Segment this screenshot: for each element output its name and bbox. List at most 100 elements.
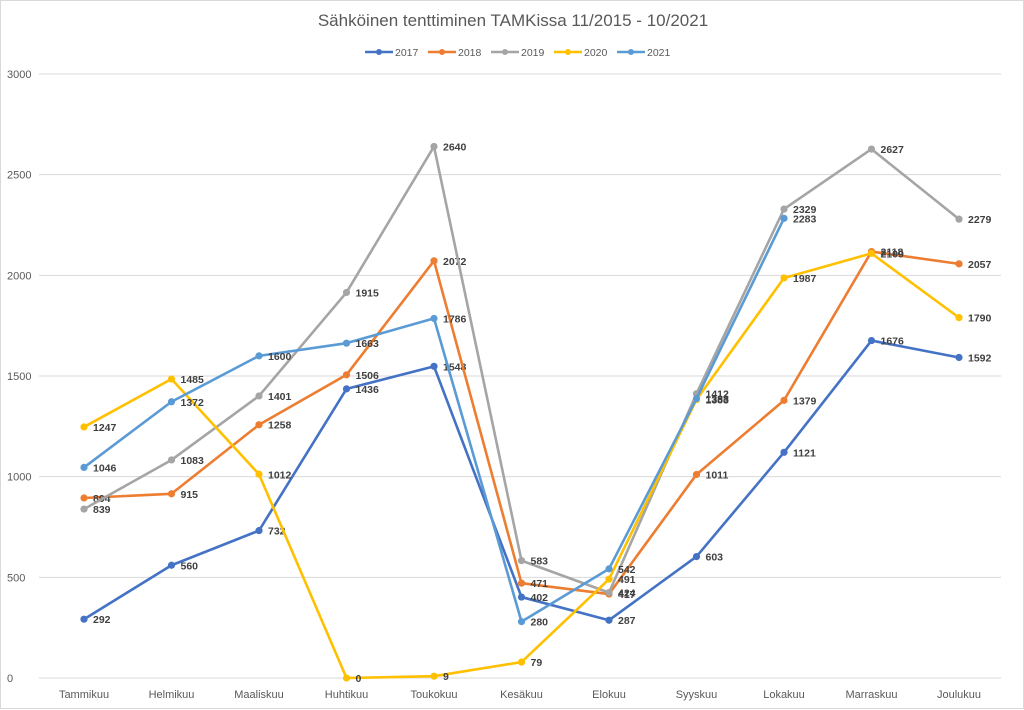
data-label: 292	[93, 614, 111, 626]
data-label: 2329	[793, 204, 817, 216]
x-tick-label: Helmikuu	[149, 689, 195, 701]
data-label: 1083	[181, 455, 205, 467]
data-label: 1663	[356, 338, 380, 350]
data-label: 1485	[181, 374, 205, 386]
data-point-marker	[80, 494, 88, 502]
data-point-marker	[517, 658, 526, 666]
y-tick-label: 500	[7, 572, 25, 584]
data-label: 1401	[268, 391, 292, 403]
data-label: 491	[618, 574, 636, 586]
data-label: 2640	[443, 141, 467, 153]
data-point-marker	[517, 579, 526, 587]
data-label: 1011	[706, 469, 729, 481]
svg-text:2020: 2020	[584, 47, 608, 59]
data-label: 603	[706, 552, 724, 564]
series-2019: 839 1083 1401 1915 2640 583 424 1412 2329 2627 227…	[80, 141, 992, 600]
data-point-marker	[167, 490, 176, 498]
data-point-marker	[80, 463, 88, 472]
data-label: 1592	[968, 352, 992, 364]
data-point-marker	[605, 575, 613, 583]
data-point-marker	[430, 142, 438, 151]
data-label: 1600	[268, 351, 292, 363]
data-label: 2279	[968, 214, 992, 226]
data-point-marker	[255, 392, 263, 400]
data-label: 1786	[443, 313, 467, 325]
x-tick-label: Kesäkuu	[500, 689, 543, 701]
data-point-marker	[342, 339, 351, 347]
data-point-marker	[255, 470, 263, 478]
x-tick-label: Marraskuu	[846, 689, 898, 701]
data-label: 9	[443, 671, 449, 683]
x-tick-label: Elokuu	[592, 689, 626, 701]
data-point-marker	[167, 561, 176, 569]
data-point-marker	[342, 674, 351, 682]
y-tick-label: 1500	[7, 371, 31, 383]
data-label: 424	[618, 588, 636, 600]
legend: 2017 2018 2019 2020 2021	[365, 47, 671, 59]
data-label: 280	[531, 617, 549, 629]
data-point-marker	[780, 448, 788, 456]
data-point-marker	[692, 470, 701, 479]
svg-text:2017: 2017	[395, 47, 419, 59]
y-tick-label: 3000	[7, 69, 31, 81]
data-point-marker	[430, 362, 438, 370]
legend-item-2018: 2018	[428, 47, 482, 59]
data-label: 1412	[706, 389, 730, 401]
data-point-marker	[517, 557, 526, 565]
data-point-marker	[517, 618, 526, 626]
data-label: 542	[618, 564, 636, 576]
legend-item-2017: 2017	[365, 47, 419, 59]
data-label: 1247	[93, 422, 117, 434]
data-label: 2057	[968, 259, 992, 271]
data-point-marker	[955, 260, 963, 268]
data-label: 1388	[706, 394, 730, 406]
data-label: 2627	[881, 144, 905, 156]
svg-text:2018: 2018	[458, 47, 482, 59]
svg-text:2021: 2021	[647, 47, 671, 59]
data-point-marker	[342, 371, 351, 379]
x-tick-label: Syyskuu	[676, 689, 718, 701]
y-tick-label: 2000	[7, 270, 31, 282]
data-point-marker	[430, 672, 438, 680]
data-point-marker	[955, 215, 963, 223]
data-label: 1012	[268, 469, 292, 481]
legend-item-2020: 2020	[554, 47, 608, 59]
data-label: 2109	[881, 248, 905, 260]
data-label: 1046	[93, 462, 117, 474]
data-label: 1121	[793, 447, 816, 459]
data-label: 2118	[881, 247, 904, 259]
data-label: 2283	[793, 213, 817, 225]
data-point-marker	[867, 336, 876, 345]
series-line	[83, 145, 960, 594]
x-tick-label: Lokakuu	[763, 689, 805, 701]
data-point-marker	[780, 396, 788, 404]
chart-title: Sähköinen tenttiminen TAMKissa 11/2015 -…	[317, 11, 709, 30]
data-point-marker	[80, 615, 88, 623]
x-tick-label: Huhtikuu	[325, 689, 368, 701]
svg-text:2019: 2019	[521, 47, 545, 59]
x-tick-label: Maaliskuu	[234, 689, 284, 701]
data-point-marker	[167, 456, 176, 464]
data-label: 1506	[356, 370, 380, 382]
data-point-marker	[167, 375, 176, 383]
data-point-marker	[780, 274, 788, 282]
legend-item-2019: 2019	[491, 47, 545, 59]
data-label: 1258	[268, 420, 292, 432]
data-point-marker	[255, 527, 263, 535]
x-axis-labels: Tammikuu Helmikuu Maaliskuu Huhtikuu Toukoku…	[59, 689, 981, 701]
data-label: 560	[181, 560, 199, 572]
data-label: 915	[181, 489, 199, 501]
data-point-marker	[167, 398, 176, 406]
data-label: 1987	[793, 273, 817, 285]
data-label: 79	[531, 657, 543, 669]
data-point-marker	[80, 423, 88, 431]
data-point-marker	[780, 205, 788, 213]
data-point-marker	[80, 505, 88, 513]
data-label: 1379	[793, 395, 817, 407]
x-tick-label: Joulukuu	[937, 689, 981, 701]
data-label: 1436	[356, 384, 380, 396]
